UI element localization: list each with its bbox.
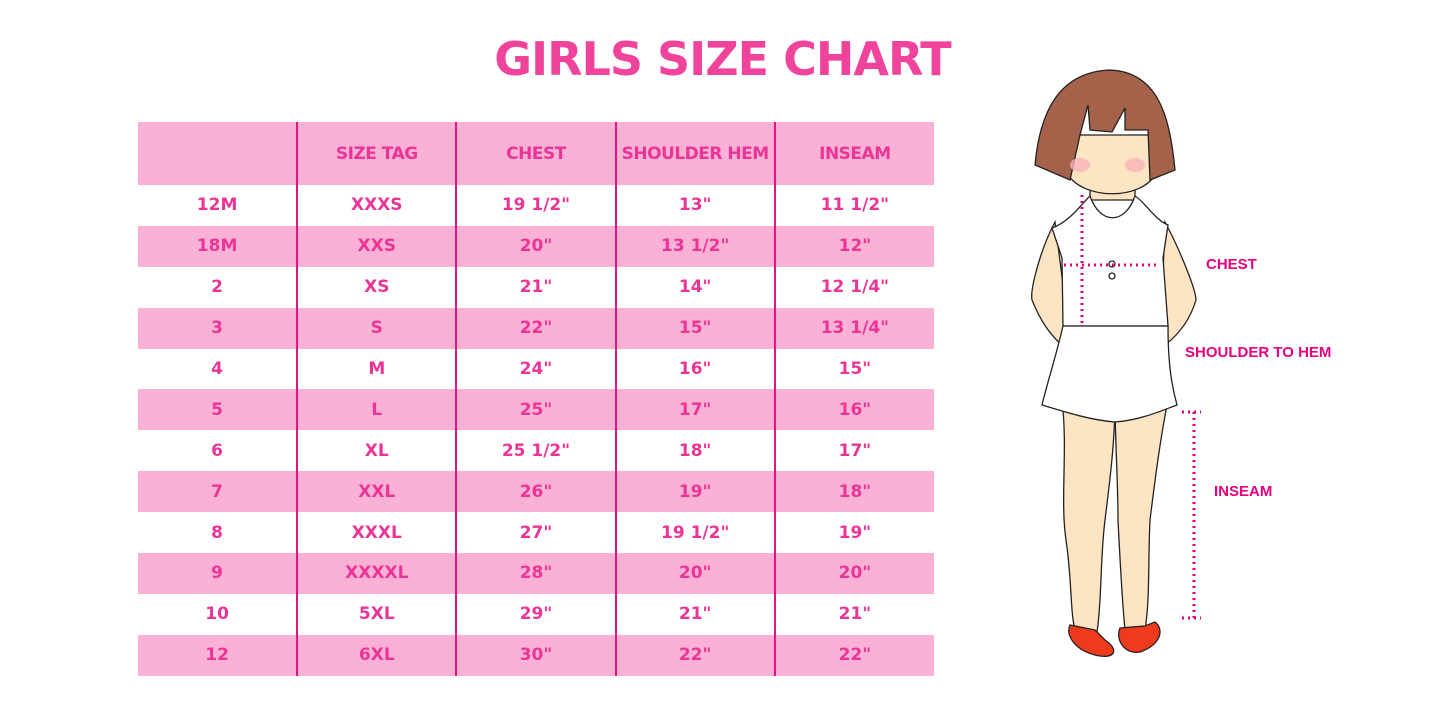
chest-label: CHEST: [1206, 256, 1257, 273]
table-cell: 18M: [138, 225, 298, 267]
table-cell: XXXS: [296, 185, 457, 226]
table-row: 2 XS 21" 14" 12 1/4": [138, 266, 934, 308]
table-cell: M: [296, 348, 457, 390]
table-cell: XXXXL: [296, 553, 457, 594]
table-cell: 13 1/2": [614, 225, 775, 267]
shoulder-to-hem-label: SHOULDER TO HEM: [1185, 344, 1332, 361]
right-shoe: [1118, 621, 1161, 653]
table-cell: 16": [773, 389, 934, 431]
table-cell: S: [296, 307, 457, 349]
table-cell: 6: [211, 440, 224, 461]
table-cell: 3: [138, 307, 298, 349]
table-cell: 4: [211, 359, 224, 379]
inseam-label: INSEAM: [1214, 483, 1273, 500]
table-cell: 19 1/2": [455, 185, 616, 226]
table-cell: 22": [773, 634, 934, 676]
table-cell: 21": [455, 266, 616, 308]
table-cell: 20": [455, 225, 616, 267]
table-cell: 15": [614, 307, 775, 349]
table-cell: XXS: [296, 225, 457, 267]
table-cell: 27": [455, 512, 616, 554]
table-cell: 12": [773, 225, 934, 267]
table-cell: 20": [773, 553, 934, 594]
table-cell: 15": [773, 348, 934, 390]
table-cell: 5XL: [296, 593, 457, 635]
table-row: 12M XXXS 19 1/2" 13" 11 1/2": [138, 185, 934, 226]
table-row: 5 L 25" 17" 16": [138, 389, 934, 431]
table-row: 12 6XL 30" 22" 22": [138, 634, 934, 676]
table-cell: 12 1/4": [773, 266, 934, 308]
left-leg: [1061, 399, 1116, 633]
table-row: 10 5XL 29" 21" 21": [138, 593, 934, 635]
table-cell: 14": [614, 266, 775, 308]
table-cell: 7: [138, 471, 298, 513]
column-header: CHEST: [455, 122, 616, 185]
table-cell: 17": [773, 430, 934, 472]
table-cell: 16": [614, 348, 775, 390]
left-shoe: [1068, 624, 1115, 657]
table-cell: XS: [296, 266, 457, 308]
column-header: SHOULDER HEM: [614, 122, 775, 185]
table-cell: 18": [773, 471, 934, 513]
table-cell: 26": [455, 471, 616, 513]
table-cell: 19 1/2": [614, 512, 775, 554]
column-header: [138, 122, 298, 185]
table-cell: 18": [614, 430, 775, 472]
table-cell: 25 1/2": [455, 430, 616, 472]
table-cell: 22": [614, 634, 775, 676]
table-cell: L: [296, 389, 457, 431]
page-title: GIRLS SIZE CHART: [494, 32, 951, 86]
table-cell: 19": [773, 512, 934, 554]
right-arm: [1161, 219, 1197, 347]
table-cell: 8: [211, 522, 224, 543]
column-header: INSEAM: [773, 122, 934, 185]
table-row: 8 XXXL 27" 19 1/2" 19": [138, 512, 934, 554]
table-row: 3 S 22" 15" 13 1/4": [138, 307, 934, 349]
table-row: 7 XXL 26" 19" 18": [138, 471, 934, 513]
table-cell: 19": [614, 471, 775, 513]
table-cell: 12: [138, 634, 298, 676]
table-cell: 5: [138, 389, 298, 431]
table-cell: XXL: [296, 471, 457, 513]
table-row: 9 XXXXL 28" 20" 20": [138, 553, 934, 594]
table-cell: 6XL: [296, 634, 457, 676]
shorts-ruffle: [1041, 325, 1178, 423]
table-cell: 11 1/2": [773, 185, 934, 226]
table-cell: 13 1/4": [773, 307, 934, 349]
column-header: SIZE TAG: [296, 122, 457, 185]
table-header-row: SIZE TAG CHEST SHOULDER HEM INSEAM: [138, 122, 934, 185]
table-cell: 28": [455, 553, 616, 594]
table-row: 4 M 24" 16" 15": [138, 348, 934, 390]
table-cell: XXXL: [296, 512, 457, 554]
table-cell: 13": [614, 185, 775, 226]
table-cell: 22": [455, 307, 616, 349]
table-cell: 24": [455, 348, 616, 390]
size-chart-table: SIZE TAG CHEST SHOULDER HEM INSEAM 12M XXXS 1…: [138, 122, 934, 676]
table-row: 6 XL 25 1/2" 18" 17": [138, 430, 934, 472]
table-cell: 10: [205, 604, 229, 625]
table-cell: 29": [455, 593, 616, 635]
table-cell: 2: [211, 277, 224, 298]
left-arm: [1031, 219, 1066, 347]
table-cell: 17": [614, 389, 775, 431]
table-cell: 21": [614, 593, 775, 635]
table-row: 18M XXS 20" 13 1/2" 12": [138, 225, 934, 267]
hair: [1034, 69, 1176, 181]
table-cell: 21": [773, 593, 934, 635]
table-cell: 12M: [196, 195, 238, 216]
table-cell: 25": [455, 389, 616, 431]
right-leg: [1114, 399, 1169, 631]
table-cell: 20": [614, 553, 775, 594]
table-cell: XL: [296, 430, 457, 472]
table-cell: 9: [138, 553, 298, 594]
table-cell: 30": [455, 634, 616, 676]
